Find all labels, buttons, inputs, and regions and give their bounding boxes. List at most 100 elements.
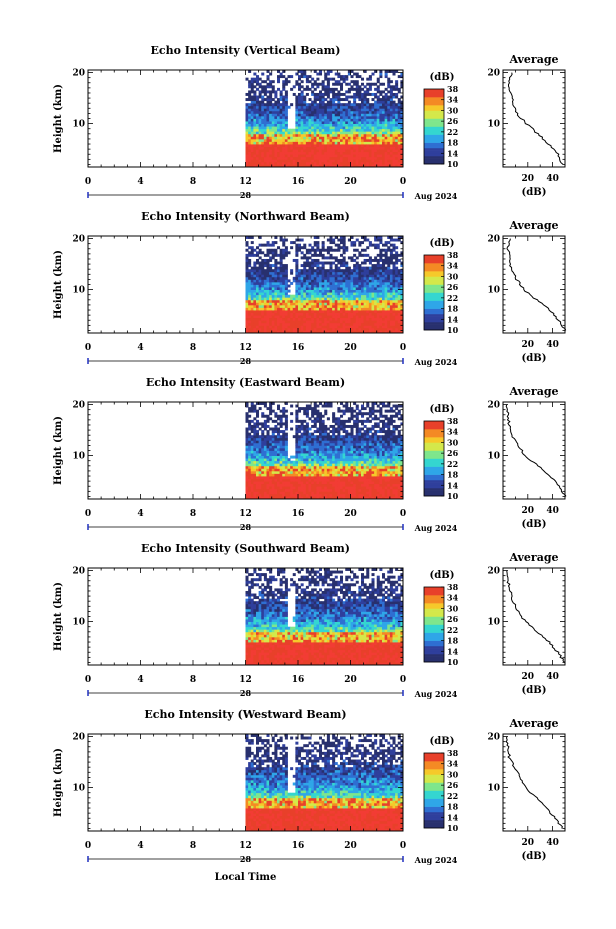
heatmap-cell (332, 287, 336, 290)
heatmap-cell (284, 108, 288, 112)
heatmap-cell (279, 121, 283, 124)
heatmap-cell (303, 312, 307, 316)
heatmap-cell (361, 304, 365, 308)
heatmap-cell (363, 154, 367, 158)
heatmap-cell (303, 424, 307, 428)
heatmap-cell (311, 465, 315, 469)
heatmap-cell (308, 279, 312, 283)
heatmap-cell (368, 108, 372, 112)
heatmap-cell (326, 138, 330, 142)
heatmap-cell (389, 243, 393, 247)
heatmap-cell (400, 294, 404, 298)
heatmap-cell (384, 154, 388, 158)
heatmap-cell (271, 437, 275, 441)
heatmap-cell (363, 248, 367, 252)
heatmap-cell (277, 115, 281, 119)
heatmap-cell (368, 146, 372, 150)
heatmap-cell (295, 164, 299, 168)
heatmap-cell (340, 138, 344, 142)
heatmap-cell (358, 141, 362, 145)
heatmap-cell (313, 149, 317, 153)
heatmap-cell (313, 123, 317, 127)
average-profile-line (508, 72, 564, 165)
heatmap-cell (277, 473, 281, 477)
heatmap-cell (261, 159, 265, 163)
heatmap-cell (248, 110, 252, 114)
heatmap-cell (382, 271, 386, 275)
heatmap-cell (324, 110, 328, 114)
heatmap-cell (292, 317, 296, 321)
heatmap-cell (382, 269, 386, 273)
heatmap-cell (321, 128, 325, 132)
heatmap-cell (311, 100, 315, 104)
heatmap-cell (261, 465, 265, 469)
heatmap-cell (345, 128, 349, 132)
heatmap-cell (350, 284, 354, 288)
heatmap-cell (290, 327, 294, 331)
heatmap-cell (366, 302, 370, 306)
x-tick-label: 4 (137, 343, 143, 353)
heatmap-cell (248, 133, 252, 137)
heatmap-cell (261, 402, 265, 405)
heatmap-cell (361, 248, 365, 252)
heatmap-cell (395, 136, 399, 140)
heatmap-cell (316, 144, 320, 147)
heatmap-cell (266, 468, 270, 472)
heatmap-cell (279, 435, 283, 439)
heatmap-cell (389, 85, 393, 89)
heatmap-cell (382, 98, 386, 102)
heatmap-cell (269, 266, 273, 270)
heatmap-cell (284, 264, 288, 268)
heatmap-cell (298, 133, 302, 137)
heatmap-cell (334, 164, 338, 168)
heatmap-cell (250, 470, 254, 474)
heatmap-cell (266, 299, 270, 303)
heatmap-cell (277, 128, 281, 132)
colorbar-tick-label: 10 (447, 159, 459, 169)
heatmap-cell (313, 126, 317, 130)
heatmap-cell (256, 414, 260, 418)
heatmap-cell (363, 70, 367, 73)
heatmap-cell (363, 159, 367, 163)
heatmap-cell (248, 307, 252, 311)
heatmap-cell (332, 310, 336, 313)
heatmap-cell (366, 141, 370, 145)
heatmap-cell (340, 315, 344, 319)
heatmap-cell (253, 126, 257, 130)
heatmap-cell (300, 463, 304, 467)
heatmap-cell (389, 269, 393, 273)
heatmap-cell (274, 274, 278, 278)
heatmap-cell (308, 322, 312, 326)
heatmap-cell (248, 409, 252, 413)
heatmap-cell (313, 312, 317, 316)
heatmap-cell (340, 141, 344, 145)
heatmap-cell (313, 325, 317, 329)
heatmap-cell (374, 151, 378, 155)
heatmap-cell (256, 327, 260, 331)
heatmap-cell (258, 103, 262, 107)
heatmap-cell (245, 103, 249, 107)
heatmap-cell (300, 483, 304, 487)
heatmap-cell (353, 287, 357, 290)
heatmap-cell (326, 123, 330, 127)
heatmap-cell (400, 322, 404, 326)
heatmap-cell (277, 80, 281, 84)
heatmap-cell (397, 279, 401, 283)
heatmap-cell (400, 136, 404, 140)
heatmap-cell (308, 481, 312, 485)
heatmap-cell (371, 307, 375, 311)
heatmap-cell (305, 108, 309, 112)
heatmap-cell (279, 493, 283, 497)
heatmap-cell (397, 294, 401, 298)
heatmap-cell (347, 279, 351, 283)
heatmap-cell (250, 476, 254, 479)
colorbar-frame (423, 88, 445, 165)
heatmap-cell (284, 304, 288, 308)
heatmap-cell (256, 478, 260, 482)
heatmap-cell (250, 287, 254, 290)
heatmap-cell (274, 496, 278, 500)
heatmap-cell (319, 271, 323, 275)
heatmap-cell (321, 297, 325, 301)
heatmap-cell (395, 161, 399, 165)
heatmap-cell (282, 126, 286, 130)
